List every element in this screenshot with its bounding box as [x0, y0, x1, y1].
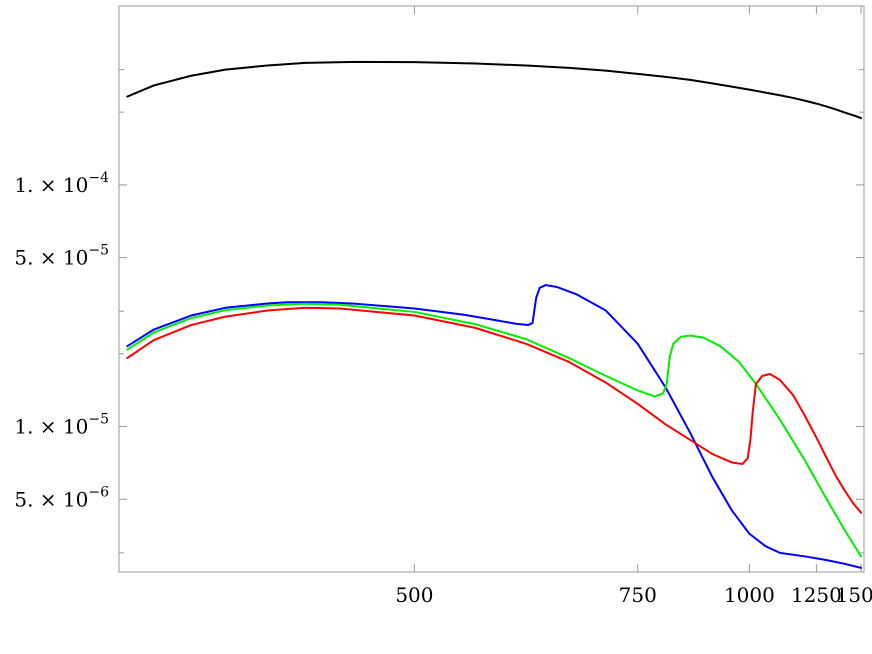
y-tick-label-2: 1. × 10−5: [14, 412, 109, 439]
x-tick-label-1: 750: [619, 583, 657, 607]
series-line-0: [126, 60, 863, 120]
tick-labels: 500 750 1000 12501500 1. × 10−4 5. × 10−5 1. ×…: [14, 170, 872, 607]
x-tick-label-3: 1250: [791, 583, 842, 607]
series-line-2: [126, 302, 863, 558]
y-tick-label-3: 5. × 10−6: [14, 484, 109, 511]
y-tick-label-0: 1. × 10−4: [14, 170, 109, 197]
x-tick-label-0: 500: [395, 583, 433, 607]
x-tick-label-4: 1500: [836, 583, 872, 607]
x-tick-label-2: 1000: [724, 583, 775, 607]
y-tick-label-1: 5. × 10−5: [14, 243, 109, 270]
plot-frame: [118, 5, 865, 573]
series-group: [126, 60, 863, 569]
axis-ticks: [119, 6, 864, 572]
series-line-1: [126, 284, 863, 569]
series-line-3: [126, 306, 863, 514]
